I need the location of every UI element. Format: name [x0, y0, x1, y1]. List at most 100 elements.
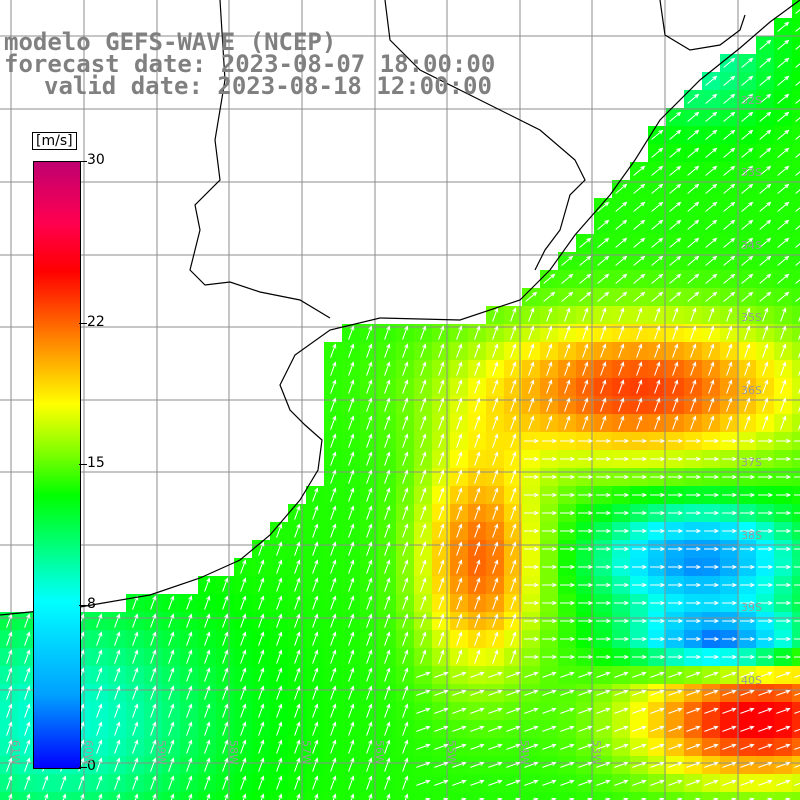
- wind-arrow: [668, 654, 684, 660]
- wind-arrow: [168, 721, 175, 736]
- wind-arrow: [294, 559, 301, 574]
- wind-arrow: [579, 273, 592, 284]
- wind-arrow: [597, 273, 610, 284]
- wind-arrow: [758, 707, 773, 714]
- wind-arrow: [168, 667, 175, 682]
- wind-arrow: [672, 379, 679, 394]
- wind-arrow: [705, 183, 718, 194]
- wind-arrow: [546, 361, 553, 376]
- wind-arrow: [543, 291, 556, 302]
- wind-arrow: [204, 721, 211, 736]
- wind-arrow: [758, 438, 774, 444]
- wind-arrow: [420, 541, 427, 556]
- wind-arrow: [424, 797, 431, 800]
- wind-arrow: [542, 510, 558, 516]
- wind-arrow: [618, 397, 625, 412]
- wind-arrow: [668, 725, 683, 732]
- wind-arrow: [708, 379, 715, 394]
- wind-arrow: [560, 492, 576, 498]
- wind-arrow: [780, 379, 787, 394]
- wind-arrow: [420, 505, 427, 520]
- wind-arrow: [579, 237, 592, 248]
- wind-arrow: [596, 761, 611, 768]
- wind-arrow: [402, 325, 409, 340]
- wind-arrow: [384, 775, 391, 790]
- wind-arrow: [560, 725, 575, 732]
- wind-arrow: [597, 201, 610, 212]
- wind-arrow: [258, 631, 265, 646]
- wind-arrow: [258, 703, 265, 718]
- wind-arrow: [618, 325, 625, 340]
- wind-arrow: [384, 721, 391, 736]
- wind-arrow: [348, 505, 355, 520]
- wind-arrow: [794, 458, 800, 460]
- wind-arrow: [404, 793, 409, 800]
- wind-arrow: [795, 45, 800, 50]
- wind-arrow: [744, 397, 751, 412]
- wind-arrow: [114, 703, 121, 718]
- wind-arrow: [686, 510, 702, 516]
- wind-cell: [792, 378, 800, 397]
- wind-arrow: [528, 415, 535, 430]
- wind-arrow: [650, 779, 665, 786]
- wind-cell: [792, 396, 800, 415]
- wind-arrow: [434, 761, 449, 768]
- wind-arrow: [330, 469, 337, 484]
- wind-arrow: [758, 510, 774, 516]
- wind-arrow: [456, 433, 463, 448]
- wind-arrow: [60, 775, 67, 790]
- wind-arrow: [740, 564, 756, 570]
- latitude-label: 33S: [741, 166, 762, 179]
- wind-arrow: [723, 255, 736, 266]
- wind-arrow: [434, 707, 449, 714]
- wind-arrow: [26, 793, 31, 800]
- wind-arrow: [669, 273, 682, 284]
- longitude-label: 58W: [227, 740, 240, 765]
- wind-arrow: [294, 685, 301, 700]
- wind-arrow: [759, 273, 772, 284]
- wind-cell: [738, 792, 757, 800]
- wind-arrow: [384, 361, 391, 376]
- colorbar: [33, 161, 81, 769]
- wind-arrow: [78, 775, 85, 790]
- wind-arrow: [614, 725, 629, 732]
- wind-arrow: [651, 237, 664, 248]
- wind-arrow: [492, 469, 499, 484]
- wind-arrow: [578, 689, 593, 696]
- wind-arrow: [704, 725, 719, 732]
- wind-arrow: [740, 779, 755, 786]
- wind-arrow: [686, 438, 702, 444]
- wind-arrow: [222, 685, 229, 700]
- wind-arrow: [204, 757, 211, 772]
- wind-arrow: [596, 528, 612, 534]
- wind-arrow: [668, 618, 684, 624]
- wind-arrow: [312, 649, 319, 664]
- wind-arrow: [348, 739, 355, 754]
- wind-arrow: [686, 492, 702, 498]
- wind-arrow: [798, 424, 800, 430]
- wind-arrow: [777, 237, 790, 248]
- wind-arrow: [474, 325, 481, 340]
- wind-arrow: [578, 600, 594, 606]
- wind-arrow: [402, 469, 409, 484]
- wind-arrow: [722, 456, 738, 462]
- wind-arrow: [456, 469, 463, 484]
- wind-arrow: [723, 291, 736, 302]
- wind-arrow: [524, 564, 540, 570]
- wind-arrow: [614, 474, 630, 480]
- wind-arrow: [744, 325, 751, 340]
- wind-cell: [792, 36, 800, 55]
- wind-arrow: [506, 743, 521, 750]
- wind-arrow: [650, 689, 665, 696]
- wind-arrow: [542, 492, 558, 498]
- wind-arrow: [366, 613, 373, 628]
- wind-arrow: [420, 631, 427, 646]
- wind-arrow: [510, 307, 517, 322]
- wind-arrow: [330, 703, 337, 718]
- wind-arrow: [348, 523, 355, 538]
- wind-arrow: [6, 739, 13, 754]
- wind-arrow: [488, 689, 503, 696]
- wind-arrow: [704, 671, 719, 678]
- wind-arrow: [116, 793, 121, 800]
